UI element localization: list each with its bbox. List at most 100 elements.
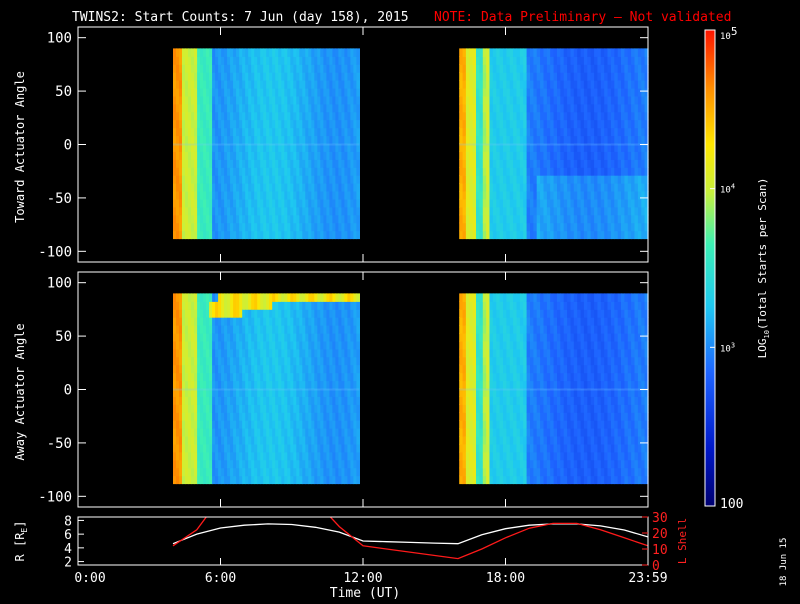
heat-cell <box>320 159 324 168</box>
heat-cell <box>236 317 240 326</box>
heat-cell <box>278 349 282 358</box>
heat-cell <box>469 341 473 350</box>
heat-cell <box>320 357 324 366</box>
heat-cell <box>483 104 487 113</box>
heat-cell <box>236 357 240 366</box>
heat-cell <box>469 231 473 240</box>
heat-cell <box>236 120 240 129</box>
heat-cell <box>194 444 198 453</box>
heat-cell <box>278 404 282 413</box>
heat-cell <box>320 151 324 160</box>
heat-cell <box>194 420 198 429</box>
heat-cell <box>320 183 324 192</box>
heat-cell <box>469 104 473 113</box>
heat-cell <box>356 120 360 129</box>
heat-cell <box>469 428 473 437</box>
heat-cell <box>278 396 282 405</box>
heat-cell <box>320 436 324 445</box>
heat-cell <box>469 333 473 342</box>
heat-cell <box>236 175 240 184</box>
heat-cell <box>483 404 487 413</box>
heat-cell <box>483 151 487 160</box>
heat-cell <box>236 365 240 374</box>
heat-cell <box>278 159 282 168</box>
heat-cell <box>320 96 324 105</box>
heat-cell <box>469 151 473 160</box>
heat-cell <box>236 325 240 334</box>
heat-cell <box>469 183 473 192</box>
heat-cell <box>194 381 198 390</box>
heat-cell <box>356 64 360 73</box>
heat-cell <box>469 207 473 216</box>
heat-cell <box>236 373 240 382</box>
heat-cell <box>320 223 324 232</box>
heat-cell <box>194 48 198 57</box>
heat-cell <box>278 341 282 350</box>
heat-cell <box>320 309 324 318</box>
heat-cell <box>278 365 282 374</box>
heat-cell <box>320 104 324 113</box>
heat-cell <box>194 159 198 168</box>
heat-cell <box>469 381 473 390</box>
heat-cell <box>236 199 240 208</box>
heat-cell <box>356 48 360 57</box>
heat-cell <box>483 333 487 342</box>
heat-cell <box>236 223 240 232</box>
heat-cell <box>469 436 473 445</box>
heat-cell <box>194 223 198 232</box>
heat-cell <box>320 476 324 485</box>
heat-cell <box>236 412 240 421</box>
heat-cell <box>194 80 198 89</box>
y-tick-label: 50 <box>55 84 72 100</box>
heat-cell <box>278 452 282 461</box>
heat-cell <box>278 357 282 366</box>
heat-cell <box>469 88 473 97</box>
heat-cell <box>356 333 360 342</box>
heat-cell <box>356 468 360 477</box>
heat-cell <box>320 365 324 374</box>
heat-cell <box>320 293 324 302</box>
heat-cell <box>483 460 487 469</box>
heat-cell <box>469 293 473 302</box>
heat-cell <box>469 349 473 358</box>
heat-cell <box>356 183 360 192</box>
heat-cell <box>320 56 324 65</box>
heat-cell <box>483 207 487 216</box>
heat-cell <box>356 167 360 176</box>
heat-cell <box>469 420 473 429</box>
heat-cell <box>236 167 240 176</box>
heat-cell <box>278 120 282 129</box>
heat-cell <box>356 381 360 390</box>
heat-cell <box>483 428 487 437</box>
heat-cell <box>483 341 487 350</box>
heat-cell <box>278 412 282 421</box>
heat-cell <box>194 199 198 208</box>
heat-cell <box>356 357 360 366</box>
heat-cell <box>469 373 473 382</box>
heat-cell <box>483 396 487 405</box>
heat-cell <box>356 341 360 350</box>
heat-cell <box>194 120 198 129</box>
heat-cell <box>469 460 473 469</box>
heat-cell <box>469 309 473 318</box>
heat-cell <box>236 420 240 429</box>
heat-cell <box>469 167 473 176</box>
heat-cell <box>194 88 198 97</box>
heat-cell <box>320 333 324 342</box>
heat-cell <box>483 468 487 477</box>
heat-cell <box>236 476 240 485</box>
heat-cell <box>320 468 324 477</box>
heat-cell <box>194 293 198 302</box>
heat-cell <box>469 120 473 129</box>
heat-cell <box>236 460 240 469</box>
heat-cell <box>469 223 473 232</box>
heat-cell <box>469 175 473 184</box>
heat-cell <box>483 325 487 334</box>
heat-cell <box>356 293 360 302</box>
heat-cell <box>483 420 487 429</box>
heat-cell <box>356 136 360 145</box>
heat-cell <box>236 136 240 145</box>
heat-cell <box>483 365 487 374</box>
heat-cell <box>236 48 240 57</box>
